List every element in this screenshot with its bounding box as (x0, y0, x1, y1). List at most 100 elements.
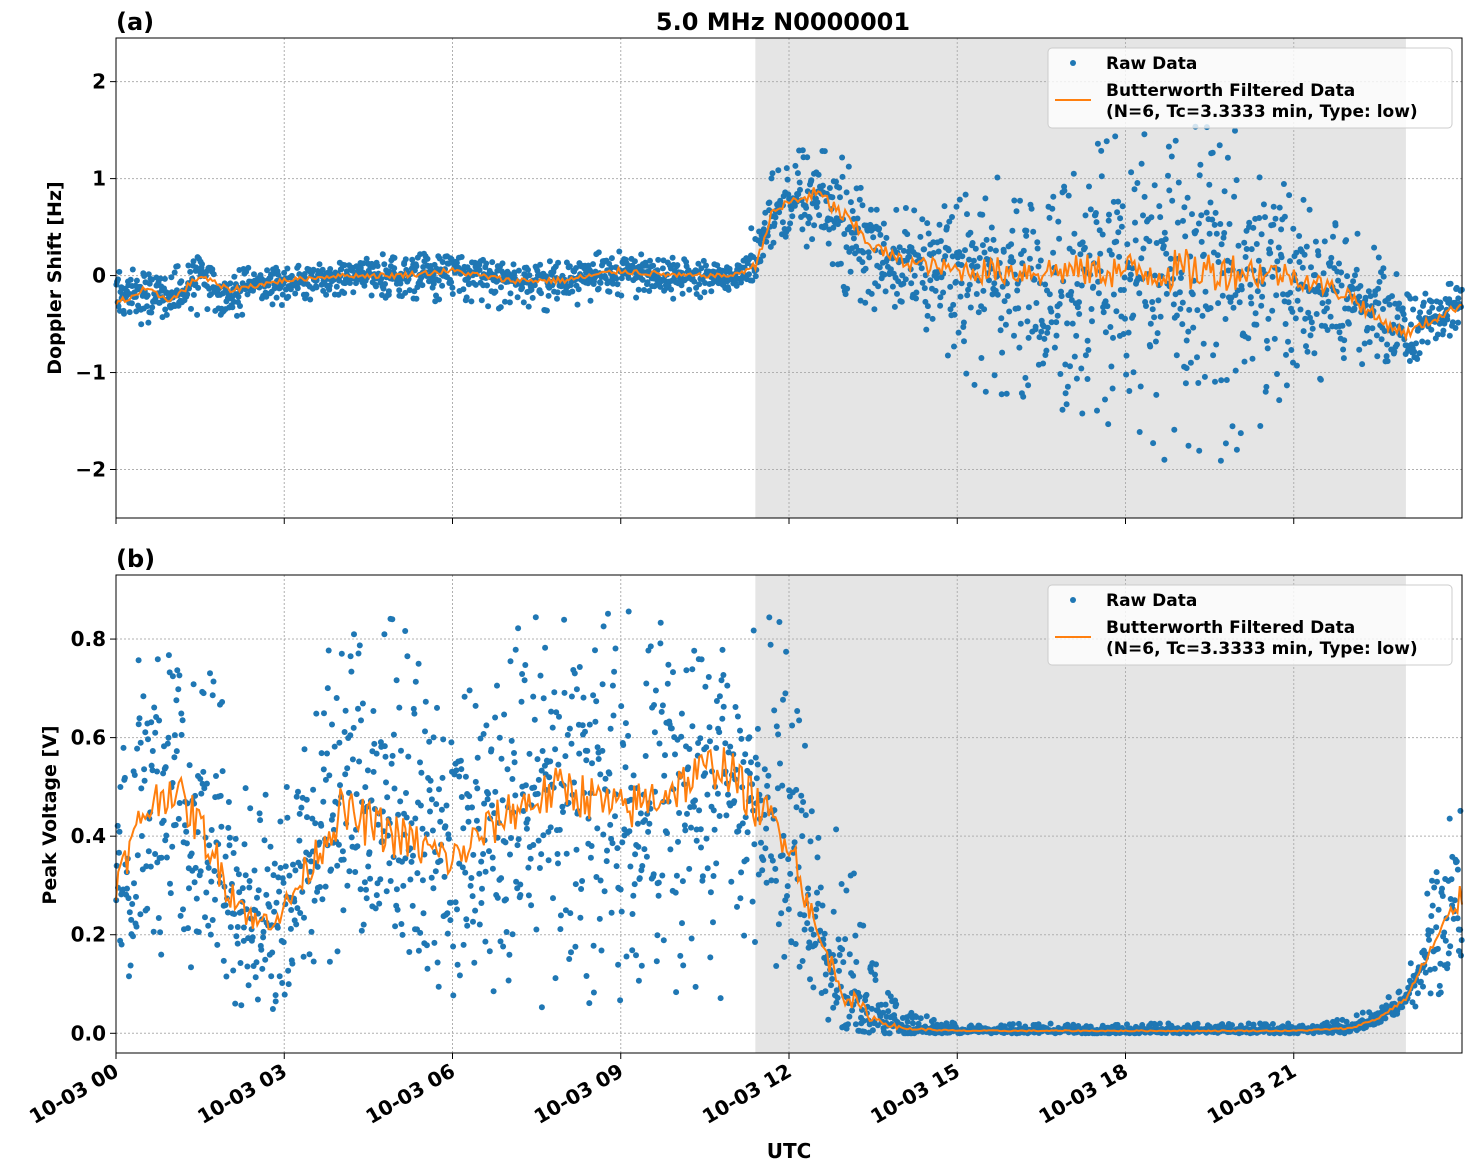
data-point (494, 894, 501, 901)
data-point (471, 959, 478, 966)
data-point (1105, 217, 1112, 224)
data-point (650, 871, 657, 878)
data-point (347, 653, 354, 660)
data-point (152, 851, 159, 857)
data-point (775, 167, 782, 174)
data-point (506, 951, 513, 958)
data-point (145, 848, 152, 855)
data-point (891, 303, 898, 310)
data-point (357, 264, 364, 271)
data-point (1417, 309, 1424, 316)
data-point (472, 778, 479, 785)
data-point (162, 837, 169, 844)
data-point (333, 695, 340, 701)
data-point (1455, 948, 1462, 954)
data-point (875, 283, 882, 290)
data-point (482, 868, 489, 875)
data-point (313, 284, 320, 291)
data-point (1254, 288, 1261, 295)
data-point (539, 748, 546, 754)
data-point (751, 841, 758, 848)
data-point (596, 915, 603, 922)
data-point (691, 803, 697, 810)
data-point (1394, 314, 1401, 321)
data-point (771, 220, 778, 227)
data-point (656, 740, 663, 747)
data-point (672, 889, 679, 896)
data-point (409, 902, 416, 909)
data-point (227, 280, 234, 287)
data-point (226, 834, 233, 841)
data-point (850, 972, 857, 979)
data-point (1428, 326, 1435, 333)
data-point (277, 818, 284, 825)
data-point (746, 734, 753, 741)
data-point (962, 247, 968, 254)
data-point (1151, 182, 1158, 189)
data-point (1023, 232, 1030, 239)
data-point (239, 311, 246, 318)
data-point (167, 890, 174, 897)
data-point (517, 892, 524, 898)
data-point (308, 928, 315, 935)
data-point (836, 952, 843, 958)
data-point (707, 889, 714, 896)
data-point (121, 310, 127, 317)
legend-raw-label: Raw Data (1106, 591, 1197, 611)
data-point (1076, 299, 1082, 306)
data-point (133, 893, 139, 900)
data-point (272, 992, 279, 999)
data-point (643, 262, 650, 269)
data-point (703, 835, 710, 842)
data-point (434, 704, 440, 711)
data-point (821, 148, 828, 155)
data-point (1364, 324, 1371, 331)
data-point (631, 258, 638, 265)
data-point (424, 965, 431, 972)
data-point (232, 835, 239, 842)
data-point (246, 884, 253, 891)
data-point (664, 830, 670, 837)
data-point (643, 680, 650, 687)
data-point (856, 993, 863, 1000)
data-point (1217, 221, 1224, 227)
data-point (964, 211, 970, 218)
data-point (1350, 285, 1357, 292)
data-point (297, 863, 304, 870)
data-point (932, 287, 939, 294)
data-point (1260, 201, 1267, 208)
legend-filtered-params: (N=6, Tc=3.3333 min, Type: low) (1106, 102, 1418, 122)
data-point (571, 779, 577, 786)
data-point (822, 988, 829, 995)
data-point (117, 784, 124, 790)
data-point (548, 708, 555, 715)
data-point (738, 735, 745, 742)
data-point (1172, 137, 1179, 144)
data-point (641, 846, 648, 853)
data-point (492, 288, 499, 295)
data-point (498, 875, 505, 882)
data-point (373, 283, 379, 290)
data-point (842, 936, 849, 943)
data-point (1384, 358, 1391, 365)
legend: Raw Data Butterworth Filtered Data (N=6,… (1047, 47, 1453, 129)
data-point (258, 946, 265, 953)
data-point (1198, 238, 1205, 245)
data-point (991, 280, 998, 287)
data-point (549, 282, 556, 289)
data-point (1287, 289, 1294, 296)
data-point (417, 802, 424, 809)
data-point (946, 218, 953, 225)
data-point (635, 286, 642, 293)
data-point (1169, 197, 1176, 204)
data-point (525, 303, 532, 310)
legend-filtered-label: Butterworth Filtered Data (1106, 81, 1355, 101)
data-point (1185, 442, 1192, 449)
data-point (834, 994, 841, 1001)
data-point (417, 759, 423, 766)
data-point (1276, 204, 1283, 211)
data-point (1102, 329, 1109, 336)
data-point (190, 258, 197, 265)
data-point (535, 776, 542, 783)
data-point (614, 845, 621, 852)
